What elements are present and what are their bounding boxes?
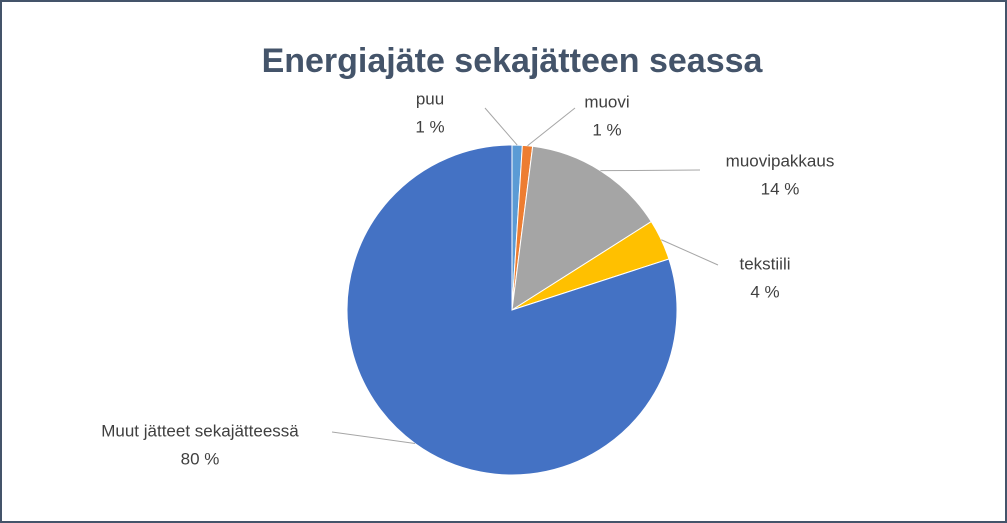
leader-line (484, 107, 518, 146)
slice-label: muovi (584, 92, 629, 111)
chart-title: Energiajäte sekajätteen seassa (262, 42, 764, 80)
slice-label: puu (416, 89, 444, 108)
pie-slice (511, 145, 653, 311)
slice-value-label: 80 % (181, 449, 220, 468)
slice-value-label: 4 % (750, 282, 779, 301)
slice-value-label: 1 % (592, 120, 621, 139)
slice-value-label: 14 % (761, 179, 800, 198)
leader-line (527, 107, 576, 147)
leader-line (661, 239, 719, 266)
slice-label: tekstiili (739, 254, 790, 273)
slice-label: Muut jätteet sekajätteessä (101, 421, 299, 440)
leader-line (331, 431, 416, 444)
leader-line (600, 169, 701, 172)
slice-label: muovipakkaus (726, 151, 835, 170)
slice-value-label: 1 % (415, 117, 444, 136)
